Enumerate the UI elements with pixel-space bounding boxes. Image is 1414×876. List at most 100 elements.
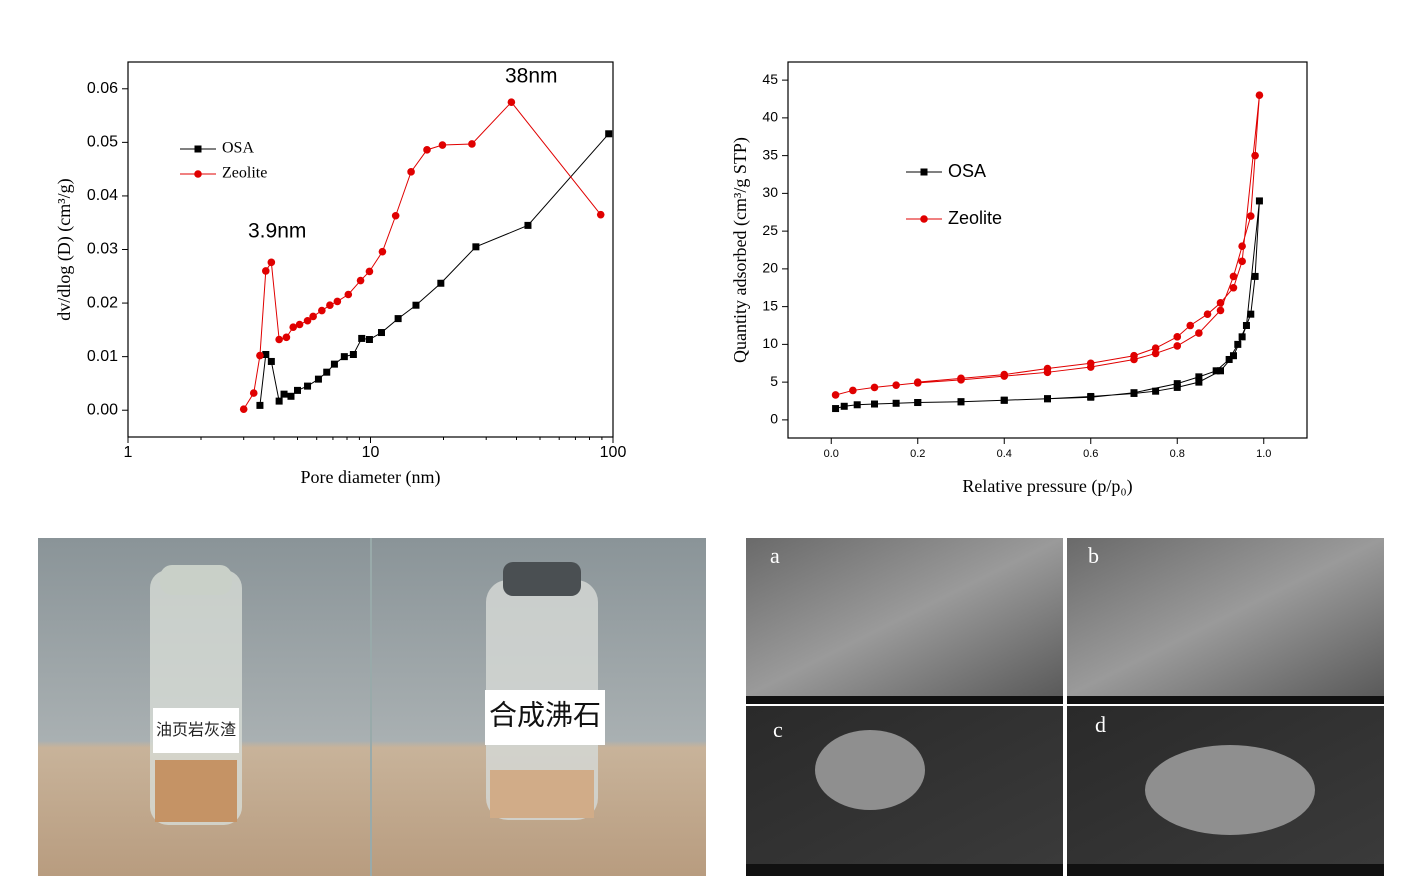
marker <box>349 351 357 358</box>
y-tick-label: 0.05 <box>87 134 118 151</box>
marker <box>438 141 447 149</box>
annotation: 3.9nm <box>248 220 306 243</box>
marker <box>1216 299 1225 307</box>
y-tick-label: 5 <box>770 373 778 389</box>
marker <box>289 323 298 331</box>
marker <box>326 301 334 310</box>
legend-label: OSA <box>222 140 254 157</box>
marker <box>605 130 613 138</box>
marker <box>262 351 270 358</box>
marker <box>849 386 857 395</box>
sem-label: c <box>773 717 783 742</box>
bottle-photo: 油页岩灰渣 合成沸石 <box>38 538 706 876</box>
bottle-label: 合成沸石 <box>489 699 601 730</box>
legend-marker <box>194 145 202 153</box>
marker <box>1246 212 1255 220</box>
marker <box>261 267 270 275</box>
y-tick-label: 0.02 <box>87 294 118 311</box>
marker <box>1173 342 1182 350</box>
marker <box>914 399 922 407</box>
x-tick-label: 0.8 <box>1170 448 1185 460</box>
y-tick-label: 45 <box>762 71 778 87</box>
y-tick-label: 0.06 <box>87 80 118 97</box>
marker <box>913 378 922 386</box>
marker <box>1238 242 1246 251</box>
marker <box>1203 310 1212 318</box>
marker <box>1251 151 1259 160</box>
x-tick-label: 0.6 <box>1083 448 1098 460</box>
marker <box>832 405 840 413</box>
marker <box>1242 322 1250 330</box>
marker <box>1173 333 1182 341</box>
marker <box>267 258 276 267</box>
marker <box>423 146 431 154</box>
marker <box>596 210 605 219</box>
annotation: 38nm <box>505 65 558 88</box>
legend-label: OSA <box>948 161 986 181</box>
marker <box>1238 257 1246 266</box>
marker <box>356 276 365 285</box>
marker <box>1087 393 1095 401</box>
marker <box>275 335 283 344</box>
y-tick-label: 25 <box>762 222 778 238</box>
marker <box>831 391 840 399</box>
marker <box>256 351 264 360</box>
marker <box>256 401 264 409</box>
marker <box>1238 333 1246 341</box>
marker <box>1130 389 1138 397</box>
marker <box>365 336 373 343</box>
marker <box>1043 364 1052 373</box>
x-tick-label: 1.0 <box>1256 448 1271 460</box>
marker <box>1217 367 1224 375</box>
marker <box>275 397 283 405</box>
x-tick-label: 0.4 <box>997 448 1012 460</box>
y-tick-label: 30 <box>762 184 778 200</box>
legend-marker <box>194 170 202 178</box>
marker <box>1255 197 1263 205</box>
marker <box>280 390 288 398</box>
marker <box>1173 380 1181 388</box>
marker <box>472 243 480 251</box>
marker <box>333 297 342 306</box>
x-tick-label: 1 <box>124 444 133 461</box>
x-axis-label: Relative pressure (p/p₀) <box>962 476 1132 497</box>
marker <box>1186 321 1195 330</box>
marker <box>282 333 291 342</box>
y-tick-label: 40 <box>762 109 778 125</box>
marker <box>853 401 861 409</box>
marker <box>1000 370 1009 379</box>
x-tick-label: 10 <box>362 444 380 461</box>
marker <box>840 402 848 410</box>
marker <box>267 357 275 365</box>
y-axis-label: dv/dlog (D) (cm³/g) <box>54 178 75 320</box>
marker <box>1086 359 1095 368</box>
marker <box>1234 340 1242 348</box>
y-tick-label: 10 <box>762 335 778 351</box>
y-axis-label: Quantity adsorbed (cm³/g STP) <box>730 137 751 363</box>
marker <box>1229 272 1238 281</box>
marker <box>957 398 965 406</box>
marker <box>871 400 878 408</box>
x-tick-label: 0.2 <box>910 448 925 460</box>
marker <box>1251 272 1259 280</box>
marker <box>378 247 387 256</box>
plot-frame <box>127 61 614 438</box>
marker <box>957 374 965 383</box>
plot-frame <box>787 61 1308 439</box>
bottle-label: 油页岩灰渣 <box>156 721 236 739</box>
marker <box>1212 367 1220 375</box>
marker <box>323 368 331 376</box>
marker <box>358 334 366 342</box>
marker <box>1229 283 1238 292</box>
legend-marker <box>920 168 928 176</box>
marker <box>1195 378 1203 386</box>
x-tick-label: 100 <box>600 444 627 461</box>
y-tick-label: 0.00 <box>87 401 118 418</box>
marker <box>892 399 900 407</box>
marker <box>1130 351 1138 360</box>
series-line <box>259 133 610 406</box>
marker <box>507 98 516 106</box>
marker <box>391 211 400 220</box>
marker <box>1000 396 1008 404</box>
